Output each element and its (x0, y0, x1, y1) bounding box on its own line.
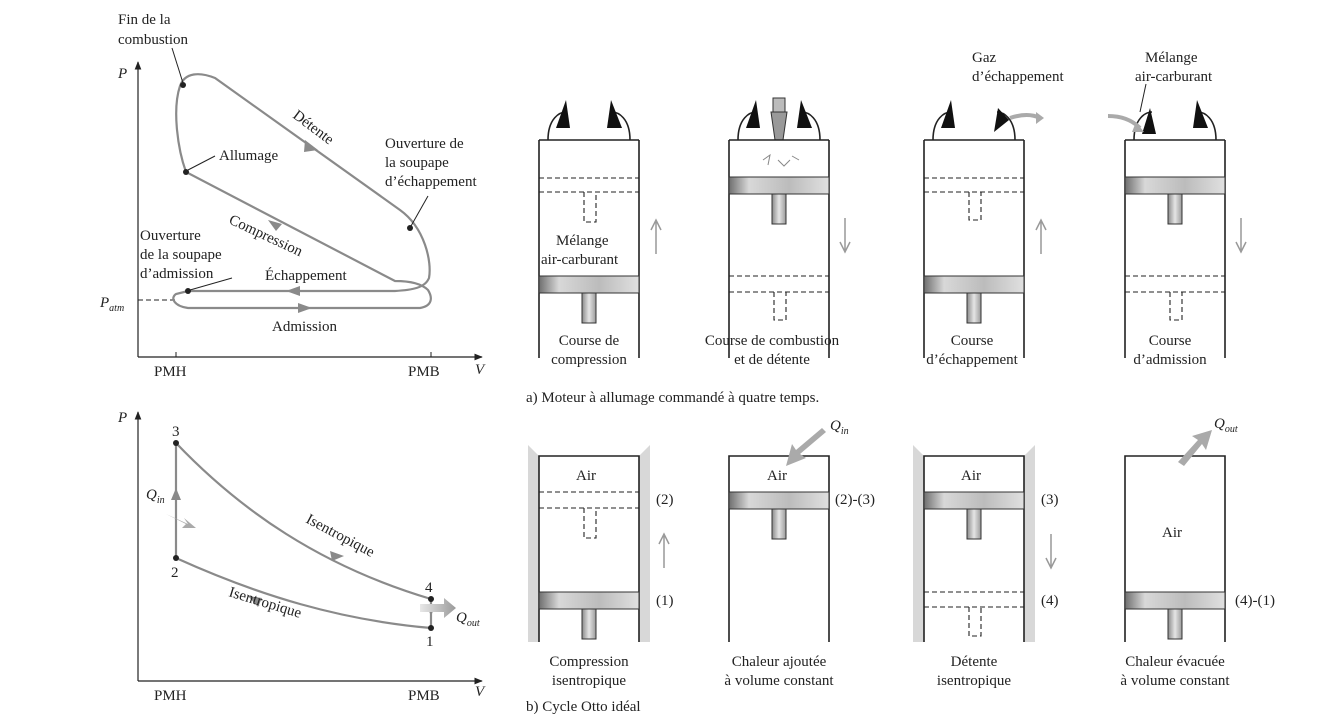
point-ouverture-admission (185, 288, 191, 294)
heat-arrow-in-cylinder (786, 428, 826, 466)
otto-cycle-curve (174, 440, 433, 630)
label-air-4: Air (1162, 525, 1182, 541)
tick-label-pmh: PMH (154, 364, 187, 380)
caption-a: a) Moteur à allumage commandé à quatre t… (526, 390, 819, 406)
label-gaz: Gaz (972, 50, 996, 66)
process-label-1b: isentropique (552, 673, 626, 689)
cylinder-compression: Mélange air-carburant (538, 100, 662, 358)
cylinder-isentropic-compression: Air (2) (1) (528, 445, 674, 642)
point-2 (173, 555, 179, 561)
patm-label: Patm (99, 295, 124, 314)
label-point-2: 2 (171, 565, 179, 581)
axis-label-v: V (475, 362, 486, 378)
cylinder-combustion (728, 97, 851, 358)
label-marker-4-1: (4)-(1) (1235, 593, 1275, 609)
process-label-2a: Chaleur ajoutée (732, 654, 827, 670)
label-qin-cyl: Qin (830, 418, 849, 437)
label-detente: Détente (290, 107, 337, 148)
heat-arrow-out-cylinder (1178, 430, 1212, 466)
process-label-2b: à volume constant (724, 673, 834, 689)
stroke-label-4a: Course (1149, 333, 1192, 349)
caption-b: b) Cycle Otto idéal (526, 699, 641, 714)
heat-arrow-in (166, 514, 196, 528)
arrow-echappement (286, 286, 300, 296)
label-air-1: Air (576, 468, 596, 484)
engine-row-top: Mélange air-carburant (526, 50, 1247, 406)
label-compression: Compression (226, 212, 305, 260)
cylinder-echappement (923, 100, 1047, 358)
arrow-isentropic-bottom (248, 596, 262, 607)
label-qin-pv: Qin (146, 487, 165, 506)
cylinder-isentropic-expansion: Air (3) (4) (913, 445, 1059, 642)
tick-label-pmb: PMB (408, 364, 440, 380)
stroke-label-4b: d’admission (1133, 352, 1207, 368)
label-qout-pv: Qout (456, 610, 480, 629)
label-point-4: 4 (425, 580, 433, 596)
tick-label-pmh-bottom: PMH (154, 688, 187, 704)
process-label-4a: Chaleur évacuée (1125, 654, 1225, 670)
label-marker-3: (3) (1041, 492, 1059, 508)
label-allumage: Allumage (219, 148, 278, 164)
arrow-qin-line (171, 488, 181, 500)
cyl-label-melange: Mélange (556, 233, 609, 249)
stroke-label-3b: d’échappement (926, 352, 1018, 368)
pv-diagram-bottom: P V PMH PMB 3 2 4 1 Qin Qout Isentropiqu… (117, 410, 486, 704)
label-point-3: 3 (172, 424, 180, 440)
label-isentropique-top: Isentropique (303, 511, 377, 560)
point-allumage (183, 169, 189, 175)
label-ouv-ech-1: Ouverture de (385, 136, 464, 152)
label-marker-2-3: (2)-(3) (835, 492, 875, 508)
label-qout-cyl: Qout (1214, 416, 1238, 435)
label-ouv-adm-2: de la soupape (140, 247, 222, 263)
label-echappement: Échappement (265, 267, 347, 284)
arrow-admission (298, 303, 312, 313)
pv-diagram-top: P V PMH PMB Patm Fin de la combustion Al… (99, 12, 486, 380)
label-ouv-ech-2: la soupape (385, 155, 449, 171)
label-admission: Admission (272, 319, 338, 335)
engine-row-bottom: Air (2) (1) Air Qin (2)-(3) Air (3) (4) (526, 416, 1275, 714)
label-gaz-2: d’échappement (972, 69, 1064, 85)
process-label-3a: Détente (951, 654, 998, 670)
process-label-4b: à volume constant (1120, 673, 1230, 689)
point-1 (428, 625, 434, 631)
heat-arrow-out (420, 598, 456, 618)
cylinder-admission (1107, 100, 1247, 358)
stroke-label-2a: Course de combustion (705, 333, 840, 349)
label-marker-2: (2) (656, 492, 674, 508)
label-ouv-ech-3: d’échappement (385, 174, 477, 190)
arrow-compression (268, 220, 282, 231)
point-3 (173, 440, 179, 446)
label-air-3: Air (961, 468, 981, 484)
cyl-label-air-carburant: air-carburant (541, 252, 619, 268)
label-ouv-adm-3: d’admission (140, 266, 214, 282)
label-air-2: Air (767, 468, 787, 484)
label-isentropique-bottom: Isentropique (227, 585, 304, 622)
point-4 (428, 596, 434, 602)
axis-label-p: P (117, 66, 127, 82)
stroke-label-2b: et de détente (734, 352, 810, 368)
point-ouverture-echappement (407, 225, 413, 231)
stroke-label-1b: compression (551, 352, 627, 368)
process-label-1a: Compression (549, 654, 629, 670)
axis-label-v-bottom: V (475, 684, 486, 700)
arrow-isentropic-top (330, 551, 344, 561)
label-fin-1: Fin de la (118, 12, 171, 28)
cylinder-heat-rejected: Air Qout (4)-(1) (1124, 416, 1275, 642)
label-marker-1: (1) (656, 593, 674, 609)
arrow-detente (304, 140, 318, 152)
process-label-3b: isentropique (937, 673, 1011, 689)
label-marker-4: (4) (1041, 593, 1059, 609)
axis-label-p-bottom: P (117, 410, 127, 426)
stroke-label-1a: Course de (559, 333, 620, 349)
stroke-label-3a: Course (951, 333, 994, 349)
tick-label-pmb-bottom: PMB (408, 688, 440, 704)
label-fin-2: combustion (118, 32, 188, 48)
label-air-carburant-top: air-carburant (1135, 69, 1213, 85)
cylinder-heat-added: Air Qin (2)-(3) (728, 418, 875, 642)
label-ouv-adm-1: Ouverture (140, 228, 201, 244)
point-fin-combustion (180, 82, 186, 88)
label-melange-top: Mélange (1145, 50, 1198, 66)
label-point-1: 1 (426, 634, 434, 650)
